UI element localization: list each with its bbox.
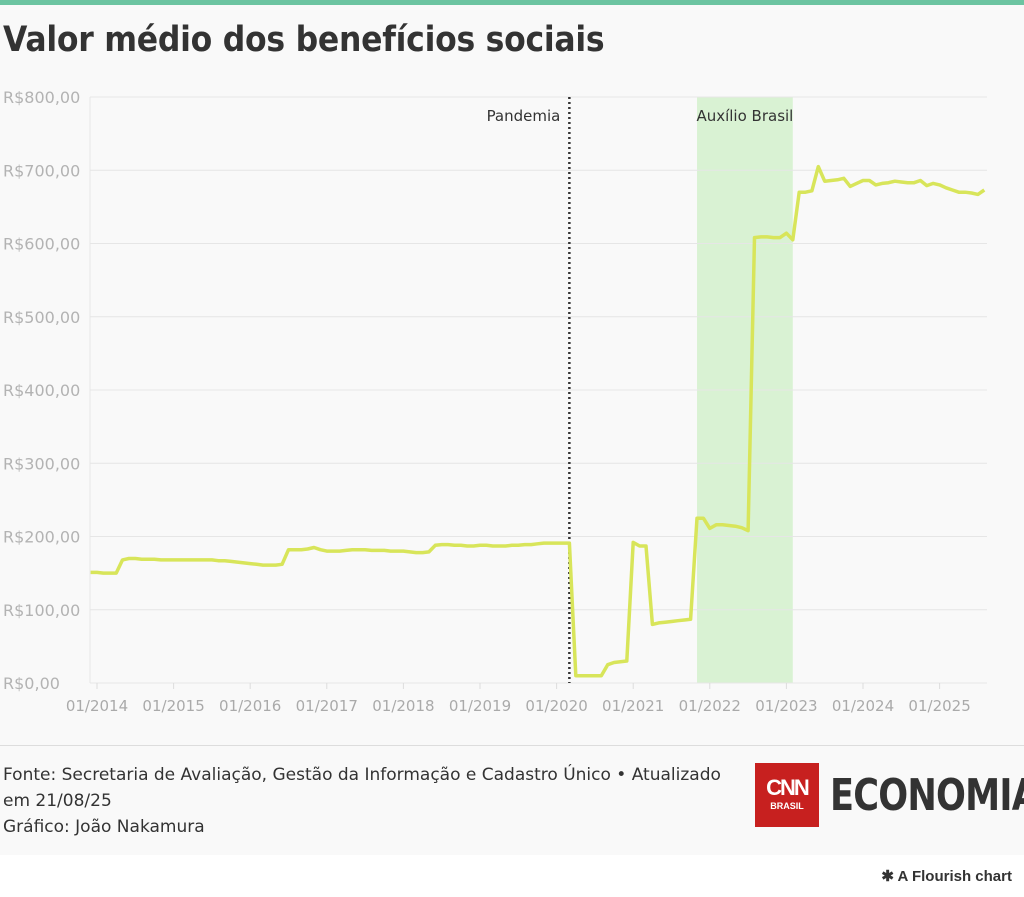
top-accent-bar	[0, 0, 1024, 5]
source-note: Fonte: Secretaria de Avaliação, Gestão d…	[3, 765, 721, 811]
x-tick-label: 01/2022	[679, 697, 741, 715]
series-line	[90, 164, 986, 678]
chart-card	[0, 0, 1024, 855]
x-tick-label: 01/2015	[142, 697, 204, 715]
chart-title: Valor médio dos benefícios sociais	[3, 20, 605, 60]
x-tick-label: 01/2017	[296, 697, 358, 715]
x-tick-label: 01/2024	[832, 697, 894, 715]
y-tick-label: R$500,00	[3, 308, 80, 327]
y-tick-label: R$600,00	[3, 235, 80, 254]
flourish-asterisk-icon: ✱	[881, 868, 898, 885]
economia-logo: ECONOMIA	[830, 770, 1024, 821]
y-tick-label: R$800,00	[3, 88, 80, 107]
x-tick-label: 01/2020	[525, 697, 587, 715]
credit-note: Gráfico: João Nakamura	[3, 817, 205, 837]
flourish-credit-link[interactable]: ✱ A Flourish chart	[881, 868, 1012, 885]
y-tick-label: R$0,00	[3, 674, 60, 693]
x-tick-label: 01/2021	[602, 697, 664, 715]
pandemia-label: Pandemia	[487, 107, 561, 125]
x-tick-label: 01/2016	[219, 697, 281, 715]
x-tick-label: 01/2019	[449, 697, 511, 715]
auxilio-brasil-label: Auxílio Brasil	[696, 107, 793, 125]
footer: Fonte: Secretaria de Avaliação, Gestão d…	[3, 762, 743, 840]
y-tick-label: R$700,00	[3, 161, 80, 180]
x-tick-label: 01/2014	[66, 697, 128, 715]
footer-divider	[0, 745, 1024, 746]
y-tick-label: R$400,00	[3, 381, 80, 400]
y-tick-label: R$300,00	[3, 454, 80, 473]
y-tick-label: R$100,00	[3, 601, 80, 620]
cnn-brasil-logo: CNN BRASIL	[755, 763, 819, 827]
x-tick-label: 01/2018	[372, 697, 434, 715]
line-chart: R$0,00 R$100,00 R$200,00 R$300,00 R$400,00 R$…	[3, 88, 987, 715]
x-tick-label: 01/2023	[755, 697, 817, 715]
x-tick-label: 01/2025	[908, 697, 970, 715]
y-tick-label: R$200,00	[3, 528, 80, 547]
